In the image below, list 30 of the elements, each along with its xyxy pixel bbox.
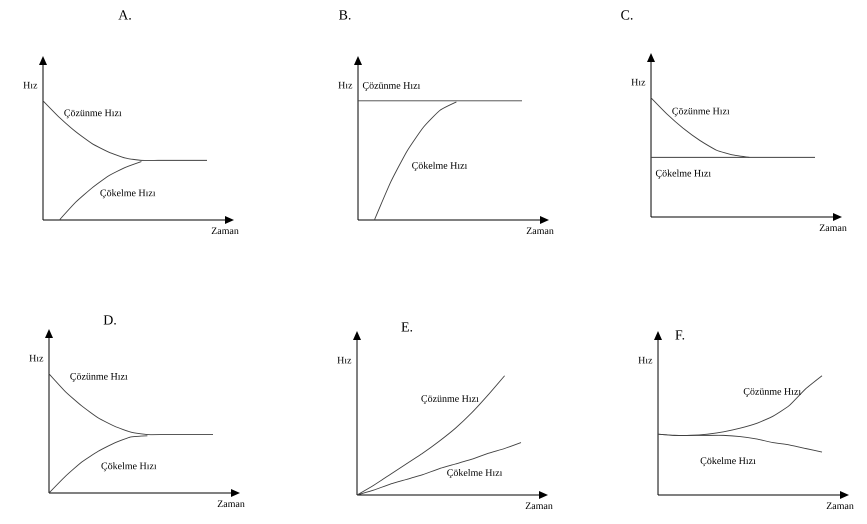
x-axis-title: Zaman <box>526 228 554 234</box>
y-axis-title: Hız <box>23 82 38 88</box>
x-axis-title: Zaman <box>826 502 854 510</box>
x-axis-title: Zaman <box>218 500 245 508</box>
series-label: Çözünme Hızı <box>362 82 420 91</box>
series-label: Çökelme Hızı <box>412 162 468 171</box>
series-label: Çözünme Hızı <box>421 395 479 404</box>
series-label: Çözünme Hızı <box>672 108 730 116</box>
series-label: Çözünme Hızı <box>744 388 801 397</box>
x-axis-title: Zaman <box>526 502 553 510</box>
series-label: Çökelme Hızı <box>100 189 156 198</box>
chart-title: E. <box>401 322 412 332</box>
chart-title: F. <box>675 330 684 340</box>
chart-title: D. <box>104 315 116 325</box>
x-axis-title: Zaman <box>820 224 847 232</box>
series-label: Çözünme Hızı <box>64 110 122 118</box>
series-label: Çökelme Hızı <box>101 462 156 472</box>
series-label: Çökelme Hızı <box>447 469 502 478</box>
y-axis-title: Hız <box>338 82 352 88</box>
series-label: Çökelme Hızı <box>656 170 711 179</box>
series-label: Çökelme Hızı <box>700 457 756 466</box>
series-label: Çözünme Hızı <box>70 372 128 382</box>
y-axis-title: Hız <box>337 356 352 364</box>
y-axis-title: Hız <box>638 356 652 364</box>
chart-title: A. <box>118 10 131 20</box>
chart-title: B. <box>339 10 350 20</box>
y-axis-title: Hız <box>631 78 646 86</box>
x-axis-title: Zaman <box>212 228 239 234</box>
y-axis-title: Hız <box>29 354 44 362</box>
chart-title: C. <box>621 10 632 20</box>
